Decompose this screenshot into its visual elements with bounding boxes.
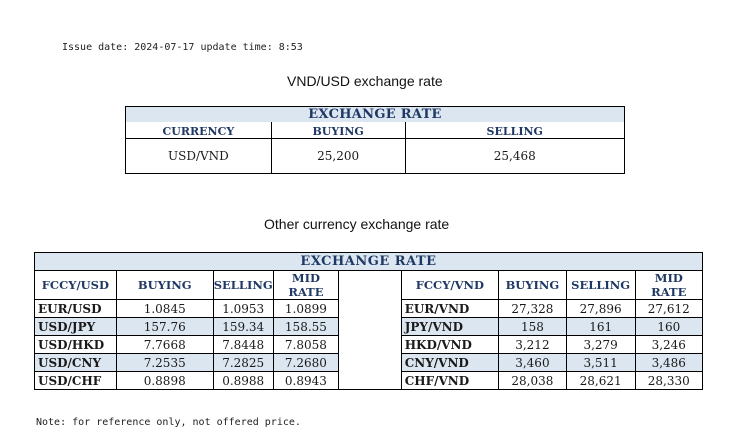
- pair-cell: USD/CNY: [34, 353, 117, 372]
- buying-cell: 7.7668: [115, 335, 214, 354]
- header-selling-left: SELLING: [212, 270, 274, 300]
- buying-cell: 27,328: [498, 299, 567, 318]
- other-exchange-rate-table: EXCHANGE RATE FCCY/USD BUYING SELLING MI…: [34, 252, 704, 390]
- spacer-cell: [338, 371, 402, 390]
- pair-cell: CHF/VND: [400, 371, 500, 390]
- other-table-title: EXCHANGE RATE: [34, 252, 703, 271]
- other-rate-title: Other currency exchange rate: [264, 216, 450, 232]
- buying-cell: 7.2535: [115, 353, 214, 372]
- buying-cell: 0.8898: [115, 371, 214, 390]
- main-currency-cell: USD/VND: [125, 138, 272, 174]
- pair-cell: EUR/USD: [34, 299, 117, 318]
- table-row: USD/JPY 157.76 159.34 158.55 JPY/VND 158…: [34, 317, 704, 336]
- table-row: EUR/USD 1.0845 1.0953 1.0899 EUR/VND 27,…: [34, 299, 704, 318]
- main-header-currency: CURRENCY: [125, 122, 272, 139]
- main-rate-title: VND/USD exchange rate: [287, 73, 443, 89]
- selling-cell: 0.8988: [212, 371, 274, 390]
- selling-cell: 7.2825: [212, 353, 274, 372]
- buying-cell: 1.0845: [115, 299, 214, 318]
- spacer-column: [338, 270, 402, 300]
- issue-date-line: Issue date: 2024-07-17 update time: 8:53: [62, 42, 303, 53]
- header-mid-left: MID RATE: [272, 270, 340, 300]
- mid-cell: 158.55: [272, 317, 340, 336]
- buying-cell: 3,212: [498, 335, 567, 354]
- header-buying-right: BUYING: [498, 270, 567, 300]
- table-row: USD/CNY 7.2535 7.2825 7.2680 CNY/VND 3,4…: [34, 353, 704, 372]
- mid-cell: 28,330: [634, 371, 704, 390]
- selling-cell: 1.0953: [212, 299, 274, 318]
- mid-cell: 7.2680: [272, 353, 340, 372]
- selling-cell: 27,896: [565, 299, 636, 318]
- main-selling-cell: 25,468: [404, 138, 625, 174]
- selling-cell: 161: [565, 317, 636, 336]
- header-fccy-usd: FCCY/USD: [34, 270, 117, 300]
- selling-cell: 159.34: [212, 317, 274, 336]
- pair-cell: JPY/VND: [400, 317, 500, 336]
- mid-cell: 1.0899: [272, 299, 340, 318]
- selling-cell: 3,279: [565, 335, 636, 354]
- main-header-selling: SELLING: [404, 122, 625, 139]
- main-exchange-rate-table: EXCHANGE RATE CURRENCY BUYING SELLING US…: [125, 106, 625, 174]
- buying-cell: 157.76: [115, 317, 214, 336]
- mid-cell: 7.8058: [272, 335, 340, 354]
- selling-cell: 7.8448: [212, 335, 274, 354]
- selling-cell: 3,511: [565, 353, 636, 372]
- spacer-cell: [338, 335, 402, 354]
- table-row: USD/CHF 0.8898 0.8988 0.8943 CHF/VND 28,…: [34, 371, 704, 390]
- main-table-title: EXCHANGE RATE: [125, 106, 625, 122]
- mid-cell: 160: [634, 317, 704, 336]
- table-row: USD/HKD 7.7668 7.8448 7.8058 HKD/VND 3,2…: [34, 335, 704, 354]
- spacer-cell: [338, 317, 402, 336]
- mid-cell: 0.8943: [272, 371, 340, 390]
- pair-cell: EUR/VND: [400, 299, 500, 318]
- buying-cell: 28,038: [498, 371, 567, 390]
- header-selling-right: SELLING: [565, 270, 636, 300]
- header-mid-right: MID RATE: [634, 270, 704, 300]
- pair-cell: USD/HKD: [34, 335, 117, 354]
- buying-cell: 3,460: [498, 353, 567, 372]
- spacer-cell: [338, 353, 402, 372]
- mid-cell: 3,246: [634, 335, 704, 354]
- main-header-buying: BUYING: [270, 122, 406, 139]
- buying-cell: 158: [498, 317, 567, 336]
- spacer-cell: [338, 299, 402, 318]
- mid-cell: 27,612: [634, 299, 704, 318]
- pair-cell: HKD/VND: [400, 335, 500, 354]
- pair-cell: USD/CHF: [34, 371, 117, 390]
- mid-cell: 3,486: [634, 353, 704, 372]
- selling-cell: 28,621: [565, 371, 636, 390]
- header-buying-left: BUYING: [115, 270, 214, 300]
- main-buying-cell: 25,200: [270, 138, 406, 174]
- pair-cell: CNY/VND: [400, 353, 500, 372]
- header-fccy-vnd: FCCY/VND: [400, 270, 500, 300]
- pair-cell: USD/JPY: [34, 317, 117, 336]
- disclaimer-note: Note: for reference only, not offered pr…: [36, 417, 301, 428]
